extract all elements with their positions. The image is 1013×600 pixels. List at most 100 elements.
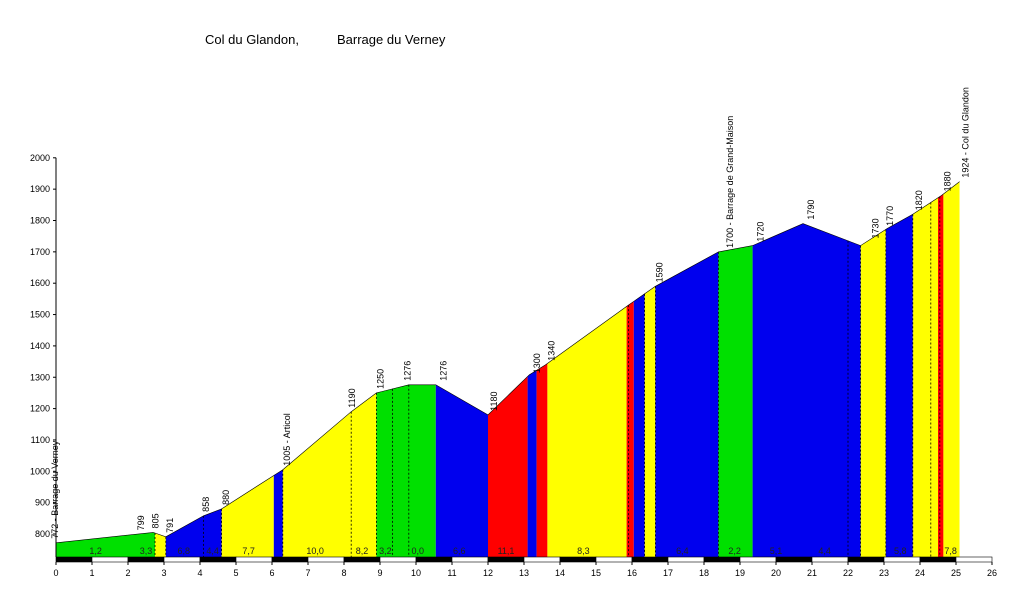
- gradient-labels: 1,2 3,3 6,8 4,4 7,7 10,0 8,2 3,2 0,0 6,6 11,1 8,3 6,…: [89, 546, 957, 556]
- elevation-label: 1720: [755, 222, 765, 242]
- km-bar-cell: [307, 556, 345, 563]
- gradient-label: 3,2: [379, 546, 392, 556]
- km-bar-cell: [343, 556, 381, 563]
- km-bar-cell: [667, 556, 705, 563]
- y-tick-label: 1600: [30, 278, 50, 288]
- elevation-label: 1770: [885, 206, 895, 226]
- y-tick-label: 1500: [30, 310, 50, 320]
- y-tick-label: 1800: [30, 216, 50, 226]
- gradient-label: 6,8: [178, 546, 191, 556]
- km-bar-cell: [127, 556, 165, 563]
- x-tick-label: 23: [879, 568, 889, 578]
- elevation-label: 1880: [943, 171, 953, 191]
- km-bar-cell: [775, 556, 813, 563]
- km-bar-cell: [739, 556, 777, 563]
- gradient-label: 3,3: [140, 546, 153, 556]
- x-tick-label: 4: [197, 568, 202, 578]
- gradient-label: 5,1: [770, 546, 783, 556]
- segment-red: [536, 181, 548, 557]
- x-tick-label: 8: [341, 568, 346, 578]
- km-bar-cell: [415, 556, 453, 563]
- km-bar-cell: [811, 556, 849, 563]
- km-bar-cell: [91, 556, 129, 563]
- elevation-label: 880: [221, 490, 231, 505]
- gradient-segments: [56, 181, 960, 557]
- elevation-label: 1005 - Articol: [282, 413, 292, 466]
- elevation-label: 772 - Barrage du Verney: [50, 440, 60, 539]
- x-tick-label: 5: [233, 568, 238, 578]
- y-tick-label: 900: [35, 498, 50, 508]
- x-tick-label: 7: [305, 568, 310, 578]
- segment-blue: [885, 181, 913, 557]
- segment-blue: [633, 181, 645, 557]
- chart-title-part-2: Barrage du Verney: [337, 32, 446, 47]
- km-bar-cell: [919, 556, 957, 563]
- y-tick-label: 1300: [30, 372, 50, 382]
- gradient-label: 7,7: [242, 546, 255, 556]
- y-tick-label: 1200: [30, 404, 50, 414]
- gradient-label: 11,1: [498, 546, 515, 556]
- elevation-label: 791: [165, 518, 175, 533]
- x-tick-label: 15: [591, 568, 601, 578]
- gradient-label: 8,3: [577, 546, 590, 556]
- segment-blue: [273, 181, 283, 557]
- segment-green: [56, 181, 155, 557]
- km-bar-cell: [199, 556, 237, 563]
- elevation-label: 1924 - Col du Glandon: [961, 87, 971, 178]
- y-tick-label: 1400: [30, 341, 50, 351]
- elevation-label: 1340: [547, 341, 557, 361]
- km-bar-cell: [487, 556, 525, 563]
- segment-yellow: [860, 181, 886, 557]
- segment-blue: [655, 181, 719, 557]
- segment-blue: [165, 181, 222, 557]
- km-bar-cell: [847, 556, 885, 563]
- x-tick-label: 14: [555, 568, 565, 578]
- y-tick-label: 1700: [30, 247, 50, 257]
- x-tick-label: 19: [735, 568, 745, 578]
- km-bar-cell: [559, 556, 597, 563]
- x-tick-label: 17: [663, 568, 673, 578]
- gradient-label: 0,0: [412, 546, 425, 556]
- gradient-label: 4,4: [206, 546, 219, 556]
- x-tick-label: 12: [483, 568, 493, 578]
- gradient-label: 1,2: [89, 546, 102, 556]
- segment-red: [626, 181, 634, 557]
- km-bar-cell: [883, 556, 921, 563]
- elevation-label: 1276: [439, 361, 449, 381]
- segment-yellow: [644, 181, 656, 557]
- x-tick-label: 25: [951, 568, 961, 578]
- km-bar-cell: [163, 556, 201, 563]
- y-tick-label: 2000: [30, 153, 50, 163]
- km-bar-cell: [451, 556, 489, 563]
- gradient-label: 7,8: [944, 546, 957, 556]
- elevation-label: 1820: [914, 190, 924, 210]
- elevation-label: 1250: [376, 369, 386, 389]
- x-tick-label: 1: [89, 568, 94, 578]
- gradient-label: 2,2: [728, 546, 741, 556]
- gradient-label: 6,6: [453, 546, 466, 556]
- y-tick-label: 1000: [30, 466, 50, 476]
- elevation-label: 1590: [655, 262, 665, 282]
- dashed-markers: [154, 196, 941, 557]
- x-tick-label: 11: [447, 568, 456, 578]
- y-tick-label: 1100: [31, 435, 50, 445]
- x-tick-label: 22: [843, 568, 853, 578]
- y-tick-label: 800: [35, 529, 50, 539]
- x-tick-label: 26: [987, 568, 997, 578]
- x-tick-label: 21: [807, 568, 817, 578]
- segment-green: [376, 181, 436, 557]
- kilometer-bar: [55, 556, 993, 563]
- elevation-label: 1180: [489, 392, 499, 411]
- gradient-label: 10,0: [306, 546, 324, 556]
- segment-green: [718, 181, 753, 557]
- segment-red: [938, 181, 944, 557]
- km-bar-cell: [631, 556, 669, 563]
- x-tick-label: 6: [269, 568, 274, 578]
- axes: 8009001000110012001300140015001600170018…: [30, 153, 997, 578]
- x-tick-label: 20: [771, 568, 781, 578]
- segment-yellow: [943, 181, 960, 557]
- km-bar-cell: [379, 556, 417, 563]
- km-bar-cell: [703, 556, 741, 563]
- km-bar-cell: [595, 556, 633, 563]
